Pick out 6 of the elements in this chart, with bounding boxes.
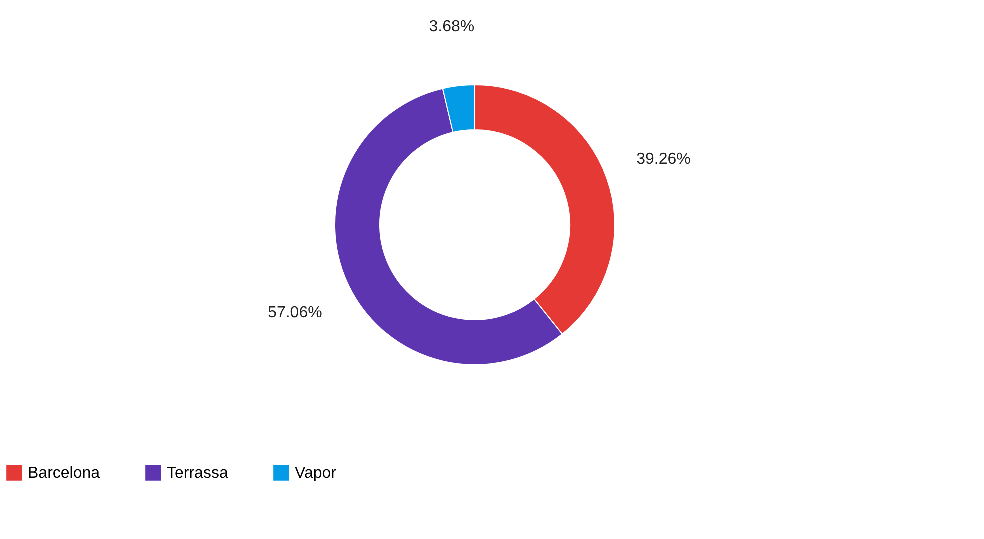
legend-label: Terrassa [167, 464, 228, 482]
legend-label: Barcelona [28, 464, 100, 482]
data-label: 3.68% [429, 18, 475, 36]
data-label: 57.06% [268, 304, 322, 322]
legend-label: Vapor [295, 464, 338, 482]
data-label: 39.26% [636, 150, 691, 168]
